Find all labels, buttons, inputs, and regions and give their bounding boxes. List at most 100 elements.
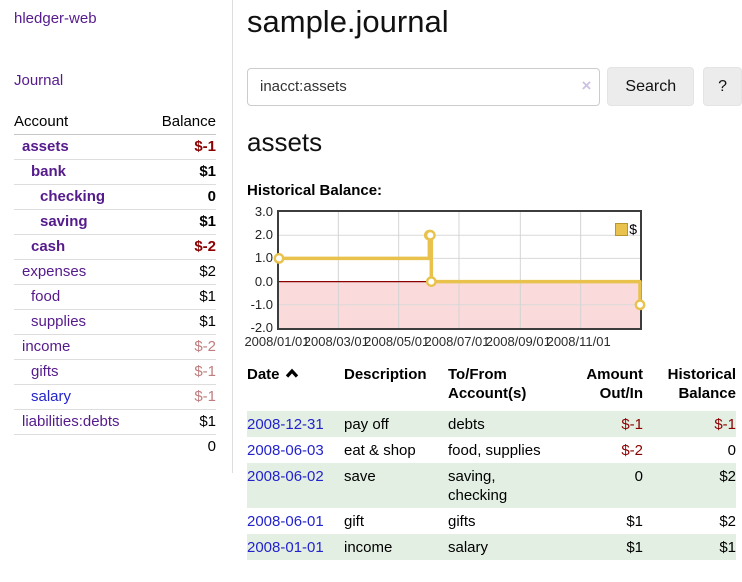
register-accounts-cell: debts [448,411,563,437]
account-name-cell: food [14,284,148,310]
register-amount-cell: $1 [563,534,643,560]
search-button[interactable]: Search [607,67,695,106]
account-name-cell: expenses [14,259,148,285]
clear-search-icon[interactable]: × [581,75,592,95]
account-row: saving $1 [14,209,216,235]
register-table: Date Description To/From Account(s) Amou… [247,365,736,560]
account-link-food[interactable]: food [31,288,61,305]
account-name-cell: salary [14,384,148,410]
account-row: checking 0 [14,184,216,210]
account-row: salary $-1 [14,384,216,410]
legend-swatch-icon [615,222,629,236]
chart-plot-area: $ [273,210,646,330]
account-balance: $-1 [147,384,216,410]
register-date-cell: 2008-06-03 [247,437,344,463]
account-heading: assets [247,127,323,157]
chart-svg [273,212,646,328]
transaction-date-link[interactable]: 2008-12-31 [247,416,324,433]
search-input-wrap: × [247,67,601,106]
account-link-bank[interactable]: bank [31,163,67,180]
account-balance: $1 [147,209,216,235]
x-axis-tick-label: 2008/05/01 [364,334,430,349]
account-link-salary[interactable]: salary [31,388,72,405]
accounts-total-value: 0 [147,434,216,459]
register-row: 2008-06-03 eat & shop food, supplies $-2 0 [247,437,736,463]
account-balance: $1 [147,309,216,335]
x-axis-tick-label: 2008/03/01 [303,334,369,349]
register-header-balance: Historical Balance [667,366,736,402]
register-description-cell: save [344,463,448,508]
y-axis-tick-label: 1.0 [254,250,273,266]
account-name-cell: cash [14,234,148,260]
account-link-assets[interactable]: assets [22,138,69,155]
account-balance: $-1 [147,134,216,160]
accounts-header-balance: Balance [147,110,216,135]
account-balance: $1 [147,409,216,435]
register-accounts-cell: gifts [448,513,476,530]
sidebar: hledger-web Journal Account Balance asse… [0,0,233,473]
register-balance-cell: $2 [643,463,736,508]
transaction-date-link[interactable]: 2008-06-03 [247,442,324,459]
y-axis-tick-label: 2.0 [254,227,273,243]
y-axis-tick-label: -2.0 [250,320,273,335]
legend-label: $ [629,221,637,237]
account-name-cell: income [14,334,148,360]
account-balance: $1 [147,159,216,185]
account-link-liabilities-debts[interactable]: liabilities:debts [22,413,120,430]
account-row: bank $1 [14,159,216,185]
register-balance-cell: $-1 [643,411,736,437]
transaction-date-link[interactable]: 2008-06-02 [247,468,324,485]
register-accounts-cell: saving, checking [448,463,563,508]
x-axis-tick-label: 2008/07/01 [424,334,490,349]
register-header-date[interactable]: Date [247,365,344,411]
search-bar: × Search ? [247,67,742,106]
account-row: food $1 [14,284,216,310]
account-balance: $-2 [147,334,216,360]
help-button[interactable]: ? [703,67,742,106]
accounts-total-spacer [14,434,148,459]
account-row: expenses $2 [14,259,216,285]
account-balance: $1 [147,284,216,310]
search-input[interactable] [247,67,601,106]
account-name-cell: supplies [14,309,148,335]
register-amount-cell: $1 [626,513,643,530]
account-link-checking[interactable]: checking [40,188,106,205]
account-balance: $2 [147,259,216,285]
account-link-gifts[interactable]: gifts [31,363,59,380]
y-axis-tick-label: 3.0 [254,204,273,219]
transaction-date-link[interactable]: 2008-06-01 [247,513,324,530]
account-link-cash[interactable]: cash [31,238,66,255]
sort-ascending-icon [285,365,299,384]
register-description-cell: eat & shop [344,442,416,459]
account-link-expenses[interactable]: expenses [22,263,87,280]
y-axis-tick-label: 0.0 [254,273,273,289]
register-header-account: To/From Account(s) [448,366,527,402]
y-axis-tick-label: -1.0 [250,296,273,312]
brand-link[interactable]: hledger-web [14,10,97,27]
account-link-supplies[interactable]: supplies [31,313,87,330]
register-header-description: Description [344,366,427,383]
account-row: supplies $1 [14,309,216,335]
account-link-income[interactable]: income [22,338,71,355]
page-title: sample.journal [247,4,449,39]
register-amount-cell: $-1 [563,411,643,437]
account-row: assets $-1 [14,134,216,160]
register-date-cell: 2008-06-01 [247,508,344,534]
account-row: gifts $-1 [14,359,216,385]
sidebar-item-journal[interactable]: Journal [14,72,64,89]
account-link-saving[interactable]: saving [40,213,88,230]
register-date-cell: 2008-01-01 [247,534,344,560]
register-header-date-label: Date [247,366,280,383]
x-axis-tick-label: 2008/09/01 [485,334,551,349]
register-description-cell: pay off [344,411,448,437]
account-name-cell: bank [14,159,148,185]
account-row: cash $-2 [14,234,216,260]
accounts-header-account: Account [14,110,148,135]
account-balance: 0 [147,184,216,210]
register-row: 2008-06-01 gift gifts $1 $2 [247,508,736,534]
accounts-table: Account Balance assets $-1 bank $1 checking 0… [14,110,216,459]
x-axis-tick-label: 2008/01/01 [244,334,310,349]
account-row: liabilities:debts $1 [14,409,216,435]
register-accounts-cell: salary [448,534,563,560]
transaction-date-link[interactable]: 2008-01-01 [247,539,324,556]
